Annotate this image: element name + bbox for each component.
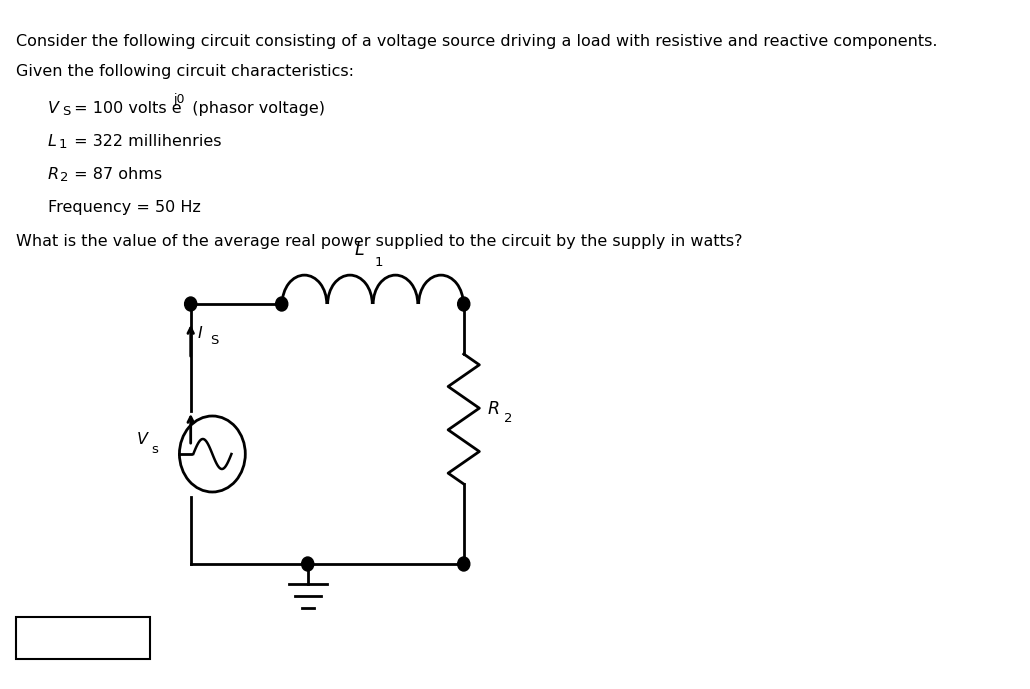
Circle shape (184, 297, 197, 311)
Text: V: V (47, 101, 59, 116)
Circle shape (457, 557, 470, 571)
Text: V: V (137, 431, 148, 446)
Text: (phasor voltage): (phasor voltage) (182, 101, 325, 116)
Text: = 322 millihenries: = 322 millihenries (69, 134, 221, 149)
Text: 1: 1 (59, 138, 67, 151)
Text: L: L (47, 134, 57, 149)
Text: S: S (63, 105, 71, 118)
Text: = 100 volts e: = 100 volts e (69, 101, 182, 116)
Text: s: s (151, 442, 159, 455)
Text: Consider the following circuit consisting of a voltage source driving a load wit: Consider the following circuit consistin… (15, 34, 937, 49)
Circle shape (457, 297, 470, 311)
Circle shape (302, 557, 314, 571)
Text: Frequency = 50 Hz: Frequency = 50 Hz (47, 200, 201, 215)
Text: R: R (47, 167, 59, 182)
Text: I: I (198, 326, 202, 341)
Text: = 87 ohms: = 87 ohms (69, 167, 163, 182)
FancyBboxPatch shape (15, 617, 150, 659)
Text: L: L (354, 241, 364, 259)
Text: What is the value of the average real power supplied to the circuit by the suppl: What is the value of the average real po… (15, 234, 742, 249)
Circle shape (276, 297, 287, 311)
Text: 2: 2 (60, 171, 68, 184)
Text: Given the following circuit characteristics:: Given the following circuit characterist… (15, 64, 353, 79)
Text: 1: 1 (375, 256, 383, 269)
Text: R: R (488, 400, 501, 418)
Text: S: S (210, 334, 218, 347)
Text: 2: 2 (505, 413, 513, 426)
Text: j0: j0 (173, 93, 184, 106)
